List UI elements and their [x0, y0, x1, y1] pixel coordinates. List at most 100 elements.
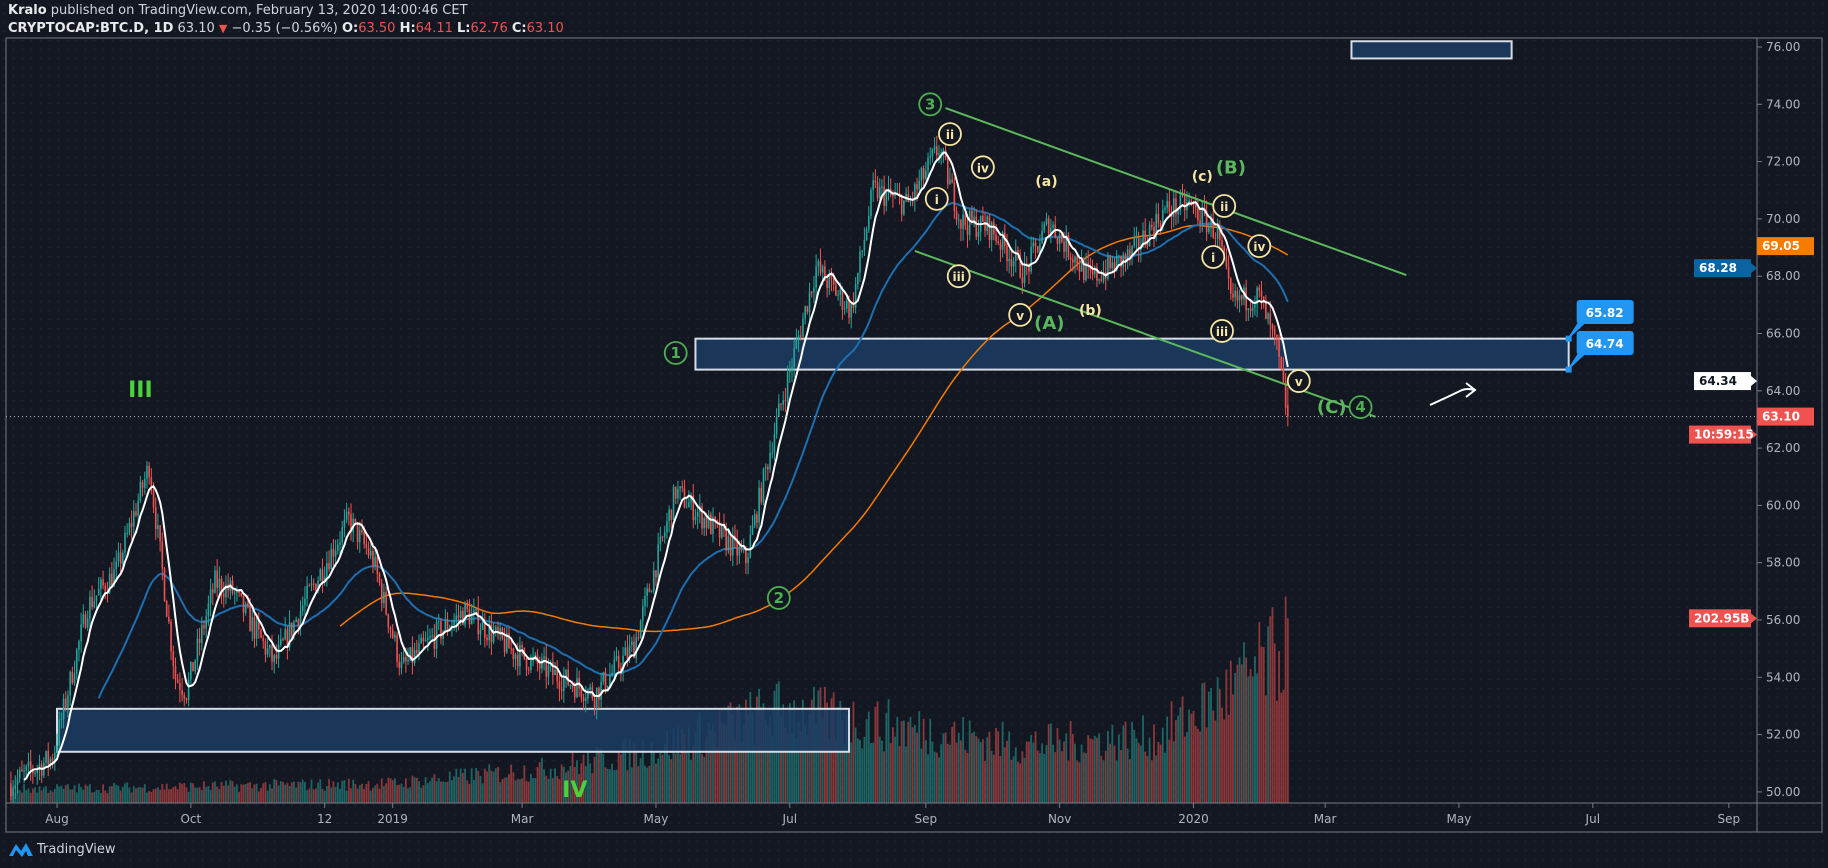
price-tag-text: 69.05 — [1762, 239, 1800, 253]
price-callout-text: 64.74 — [1586, 337, 1624, 351]
volume-bar — [1098, 733, 1101, 803]
volume-bar — [1249, 669, 1252, 803]
wave-label-circle — [924, 186, 949, 211]
candle — [47, 751, 50, 765]
volume-bar — [1104, 750, 1107, 803]
volume-bar — [854, 727, 857, 803]
volume-bar — [740, 742, 743, 803]
candle — [554, 669, 556, 676]
candle — [1056, 237, 1059, 244]
volume-bar — [1025, 741, 1028, 803]
candle — [14, 784, 17, 790]
candle — [310, 583, 313, 586]
candle — [927, 157, 929, 171]
candle — [1254, 304, 1256, 308]
volume-bar — [295, 787, 298, 803]
candle — [1041, 230, 1043, 244]
price-tick-label: 76.00 — [1766, 40, 1800, 54]
candle — [1234, 290, 1236, 298]
candle — [639, 620, 642, 639]
volume-bar — [73, 785, 76, 803]
volume-bar — [231, 781, 234, 803]
candle — [892, 195, 894, 197]
candle — [1214, 237, 1217, 239]
volume-bar — [929, 718, 932, 803]
candle — [883, 186, 885, 206]
volume-bar — [361, 783, 363, 803]
candle — [1124, 254, 1127, 261]
volume-bar — [317, 782, 319, 803]
candle — [1271, 324, 1274, 330]
volume-bar — [459, 768, 462, 803]
candle — [1205, 210, 1208, 233]
candle — [339, 542, 341, 545]
candle — [929, 156, 932, 158]
volume-bar — [1192, 710, 1195, 803]
candle — [946, 157, 949, 185]
candle — [319, 569, 322, 581]
candle — [269, 644, 271, 649]
volume-bar — [220, 782, 223, 803]
volume-bar — [1126, 748, 1129, 803]
tradingview-branding[interactable]: TradingView — [8, 840, 116, 858]
candle — [780, 403, 782, 405]
candle — [308, 585, 311, 587]
candle — [117, 552, 120, 562]
candle — [249, 606, 251, 632]
volume-bar — [1091, 739, 1094, 803]
candle — [1144, 230, 1147, 244]
candle — [288, 622, 291, 648]
volume-tag-pointer — [1751, 613, 1757, 624]
volume-bar — [1159, 744, 1162, 803]
volume-bar — [562, 766, 565, 803]
candle — [617, 656, 620, 668]
candle — [835, 284, 837, 296]
candle — [499, 628, 501, 634]
candle — [519, 645, 521, 667]
candle — [1001, 232, 1004, 250]
time-axis[interactable]: Aug Oct 12 2019 Mar May Jul Sep Nov 2020 Mar May Jul… — [45, 803, 1740, 826]
candle — [36, 768, 39, 773]
volume-bar — [960, 740, 962, 803]
volume-bar — [1023, 757, 1026, 803]
candle — [600, 681, 602, 700]
author-name[interactable]: Kralo — [8, 3, 47, 18]
candle — [736, 538, 738, 556]
volume-bar — [769, 717, 771, 803]
candle — [933, 146, 936, 150]
volume-bar — [641, 739, 644, 803]
volume-bar — [203, 781, 205, 803]
candle — [481, 620, 484, 630]
volume-bar — [157, 787, 159, 803]
volume-bar — [334, 787, 337, 803]
price-tag — [1694, 259, 1751, 278]
candle — [126, 532, 129, 534]
volume-bar — [1196, 728, 1199, 803]
volume-bar — [878, 736, 881, 803]
volume-bar — [760, 707, 763, 803]
price-axis[interactable]: 76.00 74.00 72.00 70.00 68.00 66.00 64.00 62.00… — [1757, 40, 1800, 799]
volume-bar — [198, 787, 201, 803]
support-resistance-zone — [694, 337, 1570, 371]
volume-bar — [666, 730, 668, 803]
candle — [751, 525, 754, 535]
candle — [119, 552, 122, 564]
price-callout-text: 65.82 — [1586, 306, 1624, 320]
volume-bar — [573, 766, 576, 803]
volume-bar — [279, 781, 282, 803]
candle — [222, 593, 225, 598]
wave-label-group: v — [1286, 369, 1311, 393]
candle — [361, 529, 363, 533]
candle — [712, 516, 714, 534]
candle — [1183, 195, 1186, 211]
support-resistance-zone — [56, 707, 851, 753]
volume-bar — [938, 757, 940, 803]
volume-bar — [301, 779, 304, 803]
candle — [771, 452, 774, 454]
candle — [341, 527, 344, 543]
candle — [602, 672, 605, 682]
candle — [1010, 259, 1013, 267]
candle — [767, 466, 769, 470]
candle — [677, 488, 679, 499]
